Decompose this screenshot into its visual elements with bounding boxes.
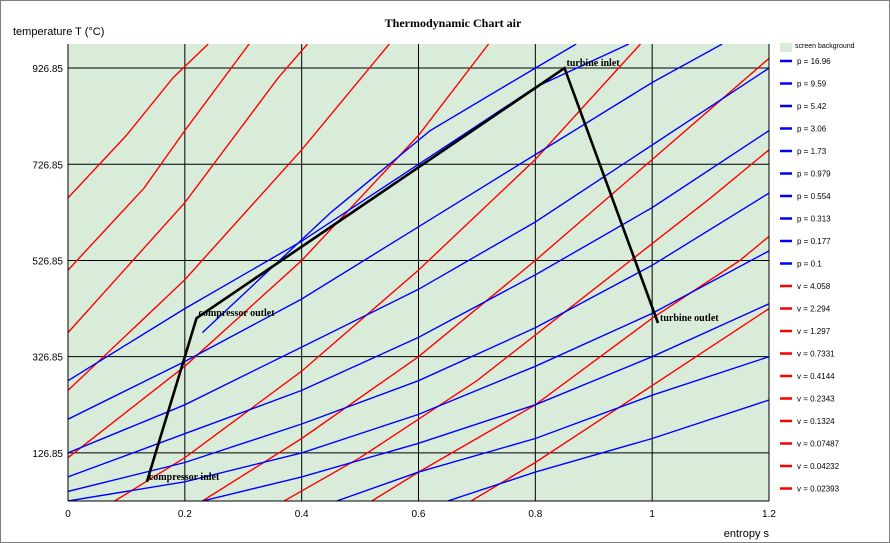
- legend-entry-label: v = 0.7331: [797, 350, 835, 359]
- isobar-line: [68, 130, 769, 478]
- legend-entry-label: v = 0.2343: [797, 395, 835, 404]
- legend-entry-label: p = 5.42: [797, 102, 827, 111]
- y-axis-label: temperature T (°C): [13, 26, 104, 38]
- curves-group: [68, 44, 769, 501]
- x-tick-label: 1: [649, 509, 655, 520]
- legend-entry-label: p = 0.1: [797, 260, 822, 269]
- legend-entry-label: p = 0.554: [797, 192, 831, 201]
- y-tick-label: 126.85: [32, 449, 63, 460]
- cycle-path: [145, 66, 660, 483]
- isochore-line: [68, 44, 209, 199]
- y-tick-label: 926.85: [32, 64, 63, 75]
- cycle-annotation: compressor outlet: [199, 308, 276, 319]
- legend: screen background p = 16.96 p = 9.59 p = 5.…: [780, 43, 855, 494]
- x-tick-label: 0: [65, 509, 71, 520]
- legend-entry-label: v = 0.02393: [797, 485, 840, 494]
- isobar-line: [68, 44, 723, 420]
- isochore-line: [202, 57, 769, 501]
- x-tick-label: 1.2: [762, 509, 776, 520]
- isobar-line: [447, 399, 769, 501]
- legend-entry-label: v = 0.4144: [797, 372, 835, 381]
- chart-title: Thermodynamic Chart air: [385, 16, 522, 30]
- isobar-line: [336, 356, 769, 501]
- y-tick-label: 526.85: [32, 256, 63, 267]
- cycle-annotation: turbine outlet: [660, 313, 719, 324]
- legend-entry-label: p = 16.96: [797, 57, 831, 66]
- isobar-line: [68, 250, 769, 501]
- legend-entry-label: v = 0.1324: [797, 417, 835, 426]
- legend-entry-label: v = 1.297: [797, 327, 831, 336]
- legend-entry-label: p = 9.59: [797, 80, 827, 89]
- isobar-line: [201, 44, 577, 334]
- y-tick-label: 726.85: [32, 160, 63, 171]
- legend-entry-label: p = 3.06: [797, 125, 827, 134]
- isochore-line: [371, 235, 769, 501]
- isochore-line: [68, 44, 490, 459]
- isochore-line: [470, 308, 769, 501]
- legend-entry-label: p = 0.177: [797, 237, 831, 246]
- isobar-line: [202, 303, 769, 501]
- isobar-line: [68, 67, 769, 454]
- x-axis-label: entropy s: [724, 528, 770, 540]
- legend-entry-label: v = 0.07487: [797, 440, 840, 449]
- isochore-line: [68, 44, 250, 271]
- isochore-line: [68, 44, 309, 334]
- isochore-line: [283, 149, 769, 501]
- legend-entry-label: v = 4.058: [797, 282, 831, 291]
- y-tick-label: 326.85: [32, 353, 63, 364]
- legend-background-swatch: [780, 43, 792, 52]
- x-tick-label: 0.6: [412, 509, 426, 520]
- isobar-line: [68, 44, 630, 382]
- x-tick-label: 0.8: [528, 509, 542, 520]
- x-tick-label: 0.2: [178, 509, 192, 520]
- legend-entry-label: p = 1.73: [797, 147, 827, 156]
- legend-background-label: screen background: [795, 43, 855, 50]
- isochore-line: [68, 44, 390, 391]
- plot-area: compressor inlet compressor outlet turbine…: [32, 44, 776, 520]
- isobar-line: [68, 192, 769, 493]
- x-tick-label: 0.4: [295, 509, 309, 520]
- legend-entry-label: v = 0.04232: [797, 462, 840, 471]
- legend-entry-label: p = 0.313: [797, 215, 831, 224]
- cycle-annotation: turbine inlet: [567, 58, 621, 69]
- legend-entry-label: p = 0.979: [797, 170, 831, 179]
- cycle-annotation: compressor inlet: [149, 472, 220, 483]
- legend-entry-label: v = 2.294: [797, 305, 831, 314]
